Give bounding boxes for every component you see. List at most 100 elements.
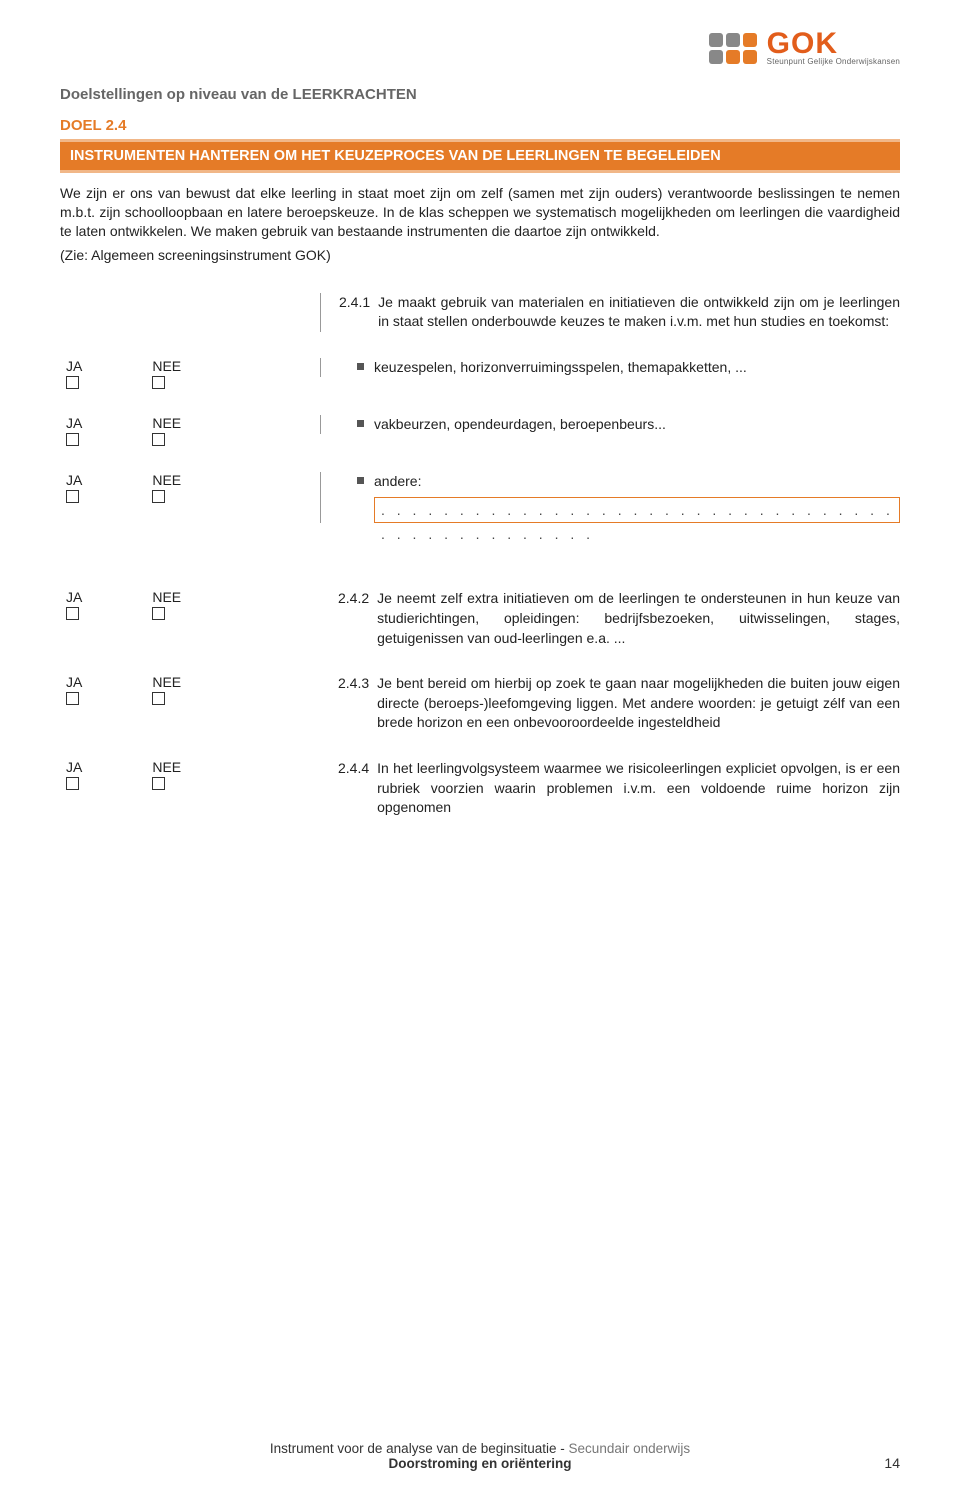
janee-column: JA NEE [60,472,320,503]
nee-option: NEE [152,358,181,389]
question-column: vakbeurzen, opendeurdagen, beroepenbeurs… [320,415,900,435]
logo-square [709,50,723,64]
nee-option: NEE [152,415,181,446]
checkbox[interactable] [152,376,165,389]
janee-column: JA NEE [60,759,320,790]
question-number: 2.4.1 [339,293,370,332]
question-text: Je bent bereid om hierbij op zoek te gaa… [377,674,900,733]
checkbox[interactable] [66,433,79,446]
nee-option: NEE [152,674,181,705]
question-item: 2.4.2 Je neemt zelf extra initiatieven o… [338,589,900,648]
ja-label: JA [66,472,82,488]
logo-square [743,50,757,64]
question-item: 2.4.1 Je maakt gebruik van materialen en… [339,293,900,332]
ja-option: JA [66,472,82,503]
doel-label: DOEL 2.4 [60,117,900,134]
checkbox[interactable] [66,692,79,705]
spacer [60,549,900,589]
janee-column: JA NEE [60,415,320,446]
banner-wrap: INSTRUMENTEN HANTEREN OM HET KEUZEPROCES… [60,142,900,170]
page: GOK Steunpunt Gelijke Onderwijskansen Do… [0,0,960,1501]
question-item: 2.4.4 In het leerlingvolgsysteem waarmee… [338,759,900,818]
logo-text: GOK Steunpunt Gelijke Onderwijskansen [767,30,900,66]
bullet-icon [357,363,364,370]
footer-line1: Instrument voor de analyse van de begins… [60,1441,900,1456]
bullet-icon [357,477,364,484]
question-item: 2.4.3 Je bent bereid om hierbij op zoek … [338,674,900,733]
bullet-item: andere: . . . . . . . . . . . . . . . . … [339,472,900,524]
question-column: andere: . . . . . . . . . . . . . . . . … [320,472,900,524]
section-header: Doelstellingen op niveau van de LEERKRAC… [60,86,900,103]
dots: . . . . . . . . . . . . . . . . . . . . … [375,498,899,546]
question-row: JA NEE 2.4.2 Je neemt zelf extra initiat… [60,589,900,648]
bullet-other: andere: . . . . . . . . . . . . . . . . … [374,472,900,524]
bullet-item: vakbeurzen, opendeurdagen, beroepenbeurs… [339,415,900,435]
nee-option: NEE [152,759,181,790]
nee-label: NEE [152,674,181,690]
nee-label: NEE [152,589,181,605]
logo: GOK Steunpunt Gelijke Onderwijskansen [60,30,900,66]
bullet-icon [357,420,364,427]
logo-square [726,33,740,47]
question-column: 2.4.3 Je bent bereid om hierbij op zoek … [320,674,900,733]
ja-option: JA [66,358,82,389]
question-column: keuzespelen, horizonverruimingsspelen, t… [320,358,900,378]
ja-label: JA [66,674,82,690]
question-text: Je neemt zelf extra initiatieven om de l… [377,589,900,648]
nee-label: NEE [152,358,181,374]
ja-option: JA [66,759,82,790]
ja-label: JA [66,759,82,775]
logo-sub: Steunpunt Gelijke Onderwijskansen [767,57,900,66]
logo-square [709,33,723,47]
question-row: JA NEE vakbeurzen, opendeurdagen, beroep… [60,415,900,446]
checkbox[interactable] [152,490,165,503]
footer: Instrument voor de analyse van de begins… [60,1441,900,1471]
question-number: 2.4.3 [338,674,369,733]
nee-label: NEE [152,415,181,431]
question-number: 2.4.2 [338,589,369,648]
checkbox[interactable] [66,777,79,790]
question-row: JA NEE 2.4.4 In het leerlingvolgsysteem … [60,759,900,818]
footer-line1a: Instrument voor de analyse van de begins… [270,1441,569,1456]
footer-line1b: Secundair onderwijs [569,1441,691,1456]
checkbox[interactable] [152,433,165,446]
question-text: In het leerlingvolgsysteem waarmee we ri… [377,759,900,818]
question-row: JA NEE keuzespelen, horizonverruimingssp… [60,358,900,389]
checkbox[interactable] [66,607,79,620]
bullet-text: vakbeurzen, opendeurdagen, beroepenbeurs… [374,415,666,435]
question-row: JA NEE andere: . . . . . . . . . . . . .… [60,472,900,524]
question-text: Je maakt gebruik van materialen en initi… [378,293,900,332]
nee-option: NEE [152,472,181,503]
ja-option: JA [66,589,82,620]
nee-label: NEE [152,472,181,488]
bullet-text: andere: [374,472,900,492]
question-row: 2.4.1 Je maakt gebruik van materialen en… [60,293,900,332]
janee-column: JA NEE [60,674,320,705]
checkbox[interactable] [66,376,79,389]
bullet-text: keuzespelen, horizonverruimingsspelen, t… [374,358,747,378]
janee-column: JA NEE [60,358,320,389]
question-column: 2.4.4 In het leerlingvolgsysteem waarmee… [320,759,900,818]
logo-square [726,50,740,64]
intro-reference: (Zie: Algemeen screeningsinstrument GOK) [60,247,900,263]
logo-square [743,33,757,47]
nee-label: NEE [152,759,181,775]
ja-option: JA [66,674,82,705]
ja-label: JA [66,415,82,431]
ja-label: JA [66,589,82,605]
other-input-box[interactable]: . . . . . . . . . . . . . . . . . . . . … [374,497,900,523]
checkbox[interactable] [152,692,165,705]
checkbox[interactable] [66,490,79,503]
footer-line2: Doorstroming en oriëntering [60,1456,900,1471]
page-number: 14 [884,1455,900,1471]
intro-text: We zijn er ons van bewust dat elke leerl… [60,184,900,241]
checkbox[interactable] [152,607,165,620]
question-row: JA NEE 2.4.3 Je bent bereid om hierbij o… [60,674,900,733]
nee-option: NEE [152,589,181,620]
banner: INSTRUMENTEN HANTEREN OM HET KEUZEPROCES… [60,142,900,170]
bullet-item: keuzespelen, horizonverruimingsspelen, t… [339,358,900,378]
checkbox[interactable] [152,777,165,790]
question-number: 2.4.4 [338,759,369,818]
question-column: 2.4.1 Je maakt gebruik van materialen en… [320,293,900,332]
ja-label: JA [66,358,82,374]
